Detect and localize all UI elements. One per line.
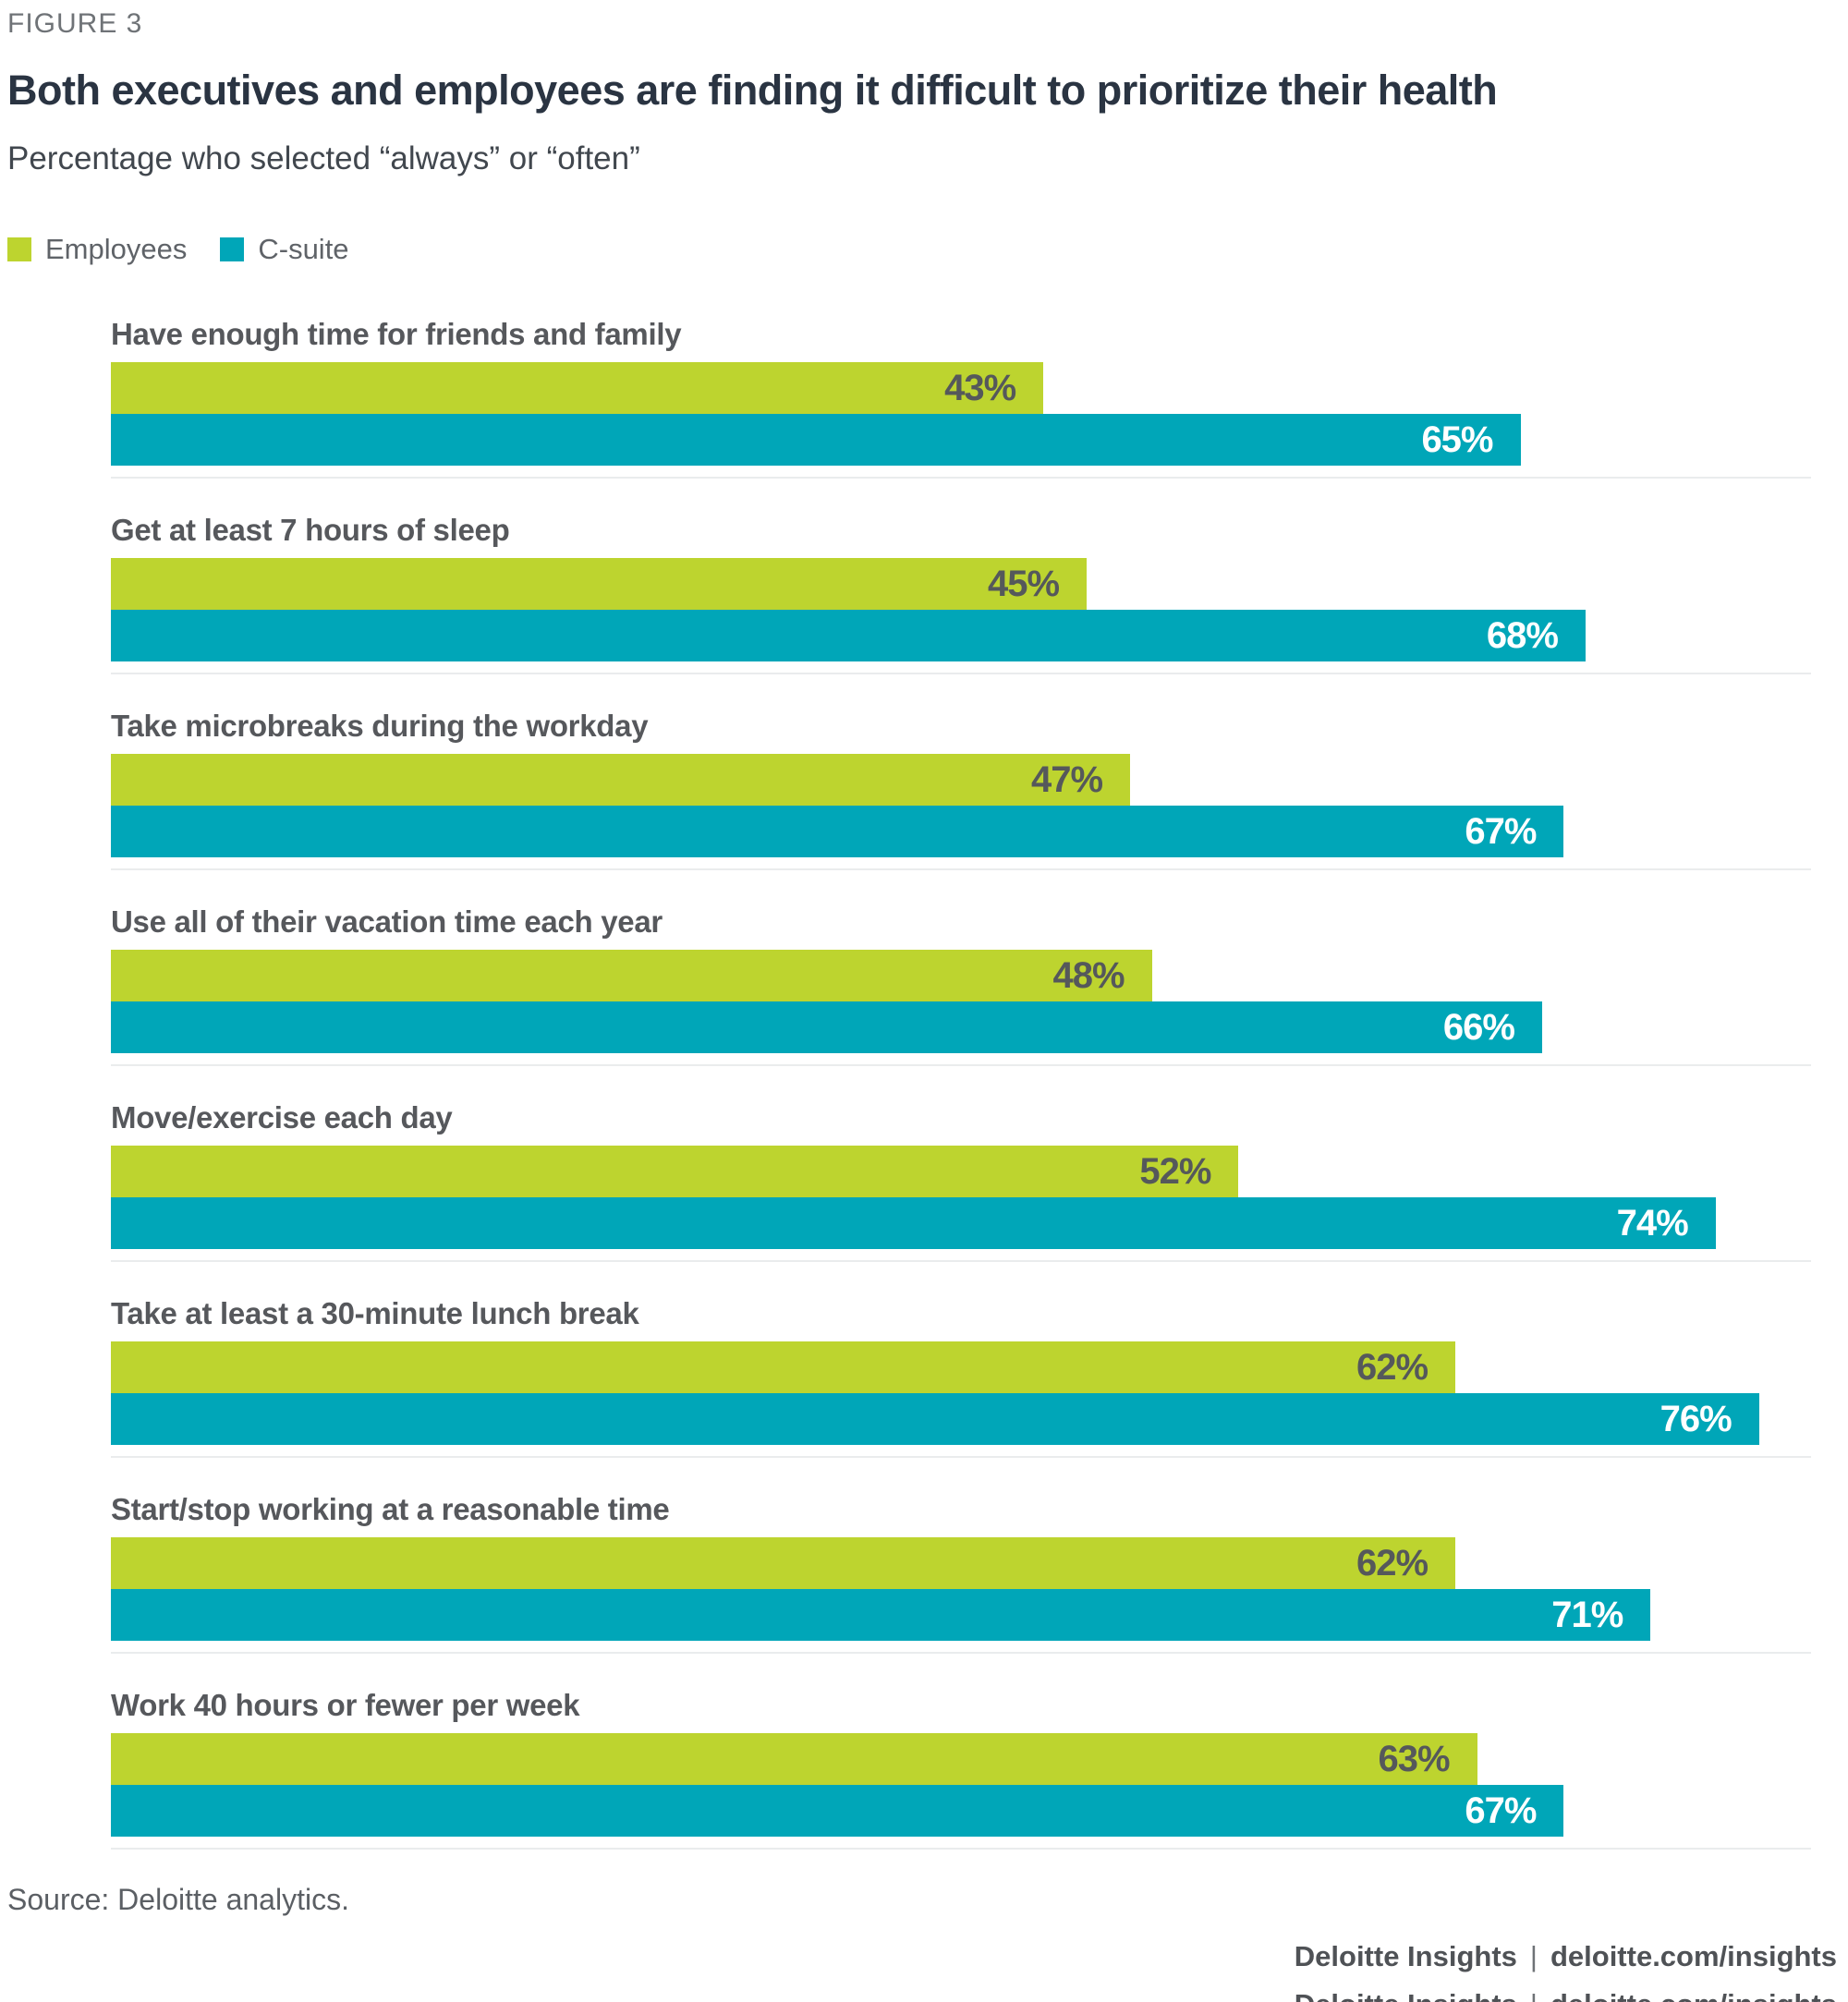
category-label: Move/exercise each day [111,1100,453,1134]
category-group: Use all of their vacation time each year… [111,902,1811,1066]
category-group: Work 40 hours or fewer per week 63% 67% [111,1685,1811,1850]
legend-item-csuite: C-suite [220,233,349,266]
employees-bar: 45% [111,558,1088,610]
chart-title: Both executives and employees are findin… [7,67,1498,114]
legend-label-employees: Employees [45,233,188,265]
row-separator [111,1456,1811,1458]
csuite-bar: 68% [111,610,1586,661]
employees-bar: 52% [111,1146,1239,1197]
employees-swatch-icon [7,237,31,261]
footer-brand-clipped-duplicate: Deloitte Insights|deloitte.com/insights [1295,1988,1837,2002]
category-label: Take at least a 30-minute lunch break [111,1296,639,1330]
employees-value-label: 45% [988,563,1060,604]
csuite-swatch-icon [220,237,245,261]
chart-subtitle: Percentage who selected “always” or “oft… [7,140,640,176]
category-label: Start/stop working at a reasonable time [111,1492,670,1526]
category-group: Have enough time for friends and family … [111,314,1811,479]
legend: Employees C-suite [7,233,1848,266]
csuite-bar: 74% [111,1197,1716,1249]
footer-brand: Deloitte Insights | deloitte.com/insights [1295,1940,1837,1973]
figure-label: FIGURE 3 [7,8,143,39]
csuite-bar: 76% [111,1393,1759,1445]
category-label: Have enough time for friends and family [111,317,682,351]
csuite-value-label: 71% [1551,1594,1623,1635]
csuite-value-label: 68% [1486,614,1559,656]
legend-label-csuite: C-suite [258,233,349,265]
csuite-bar: 67% [111,1785,1564,1837]
row-separator [111,1064,1811,1066]
footer-brand-name: Deloitte Insights [1295,1988,1517,2002]
employees-value-label: 43% [944,367,1016,408]
footer-divider: | [1517,1988,1550,2002]
employees-value-label: 63% [1378,1738,1451,1779]
footer-brand-name: Deloitte Insights [1294,1940,1517,1972]
category-group: Get at least 7 hours of sleep 45% 68% [111,510,1811,674]
footer-divider: | [1529,1940,1538,1972]
category-label: Work 40 hours or fewer per week [111,1688,580,1722]
employees-value-label: 62% [1356,1542,1429,1583]
csuite-value-label: 66% [1442,1006,1515,1048]
row-separator [111,1652,1811,1654]
category-label: Get at least 7 hours of sleep [111,513,510,547]
footer-site-link: deloitte.com/insights [1550,1940,1837,1972]
employees-bar: 43% [111,362,1044,414]
csuite-value-label: 67% [1465,810,1537,852]
csuite-bar: 67% [111,806,1564,857]
category-group: Take at least a 30-minute lunch break 62… [111,1293,1811,1458]
footer-site-link: deloitte.com/insights [1550,1988,1837,2002]
employees-bar: 47% [111,754,1131,806]
csuite-value-label: 76% [1660,1398,1732,1439]
row-separator [111,673,1811,674]
category-group: Move/exercise each day 52% 74% [111,1098,1811,1262]
row-separator [111,1260,1811,1262]
category-group: Start/stop working at a reasonable time … [111,1489,1811,1654]
figure-page: FIGURE 3 Both executives and employees a… [7,8,1848,1916]
employees-bar: 48% [111,950,1152,1001]
csuite-value-label: 67% [1465,1790,1537,1831]
csuite-bar: 65% [111,414,1521,466]
row-separator [111,1848,1811,1850]
row-separator [111,477,1811,479]
employees-value-label: 47% [1030,758,1103,800]
legend-item-employees: Employees [7,233,187,266]
row-separator [111,868,1811,870]
csuite-value-label: 65% [1421,419,1493,460]
category-label: Take microbreaks during the workday [111,709,649,743]
bar-chart: Have enough time for friends and family … [111,314,1811,1850]
category-group: Take microbreaks during the workday 47% … [111,706,1811,870]
source-note: Source: Deloitte analytics. [7,1883,349,1916]
csuite-value-label: 74% [1616,1202,1689,1244]
employees-value-label: 62% [1356,1346,1429,1388]
csuite-bar: 66% [111,1001,1542,1053]
employees-bar: 63% [111,1733,1477,1785]
employees-value-label: 52% [1139,1150,1211,1192]
employees-bar: 62% [111,1537,1456,1589]
category-label: Use all of their vacation time each year [111,904,663,939]
csuite-bar: 71% [111,1589,1651,1641]
employees-value-label: 48% [1052,954,1125,996]
employees-bar: 62% [111,1341,1456,1393]
